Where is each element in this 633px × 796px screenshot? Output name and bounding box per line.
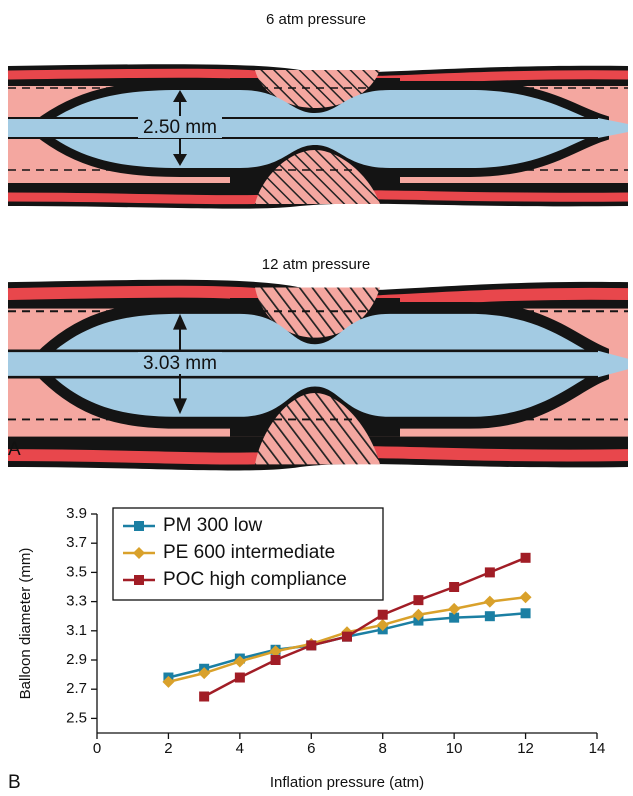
- marker: [519, 591, 532, 604]
- x-tick-label: 8: [379, 740, 387, 757]
- x-axis-label: Inflation pressure (atm): [270, 774, 424, 791]
- x-tick-label: 6: [307, 740, 315, 757]
- marker: [270, 655, 281, 665]
- legend-marker: [134, 521, 144, 531]
- marker: [449, 612, 460, 623]
- measurement: 3.03 mm: [143, 353, 217, 374]
- legend-box: [112, 507, 384, 601]
- legend-marker: [134, 575, 144, 585]
- legend-label: PM 300 low: [163, 515, 263, 536]
- marker: [449, 582, 460, 592]
- view-title: 12 atm pressure: [262, 256, 370, 273]
- marker: [198, 667, 211, 680]
- marker: [306, 640, 317, 651]
- x-tick-label: 10: [446, 740, 463, 757]
- legend-label: PE 600 intermediate: [163, 542, 335, 563]
- y-tick-label: 2.9: [66, 651, 87, 668]
- measurement: 2.50 mm: [143, 117, 217, 138]
- marker: [520, 552, 531, 563]
- marker: [484, 567, 495, 578]
- series-line: [203, 556, 527, 698]
- panel-label: B: [8, 772, 21, 793]
- marker: [162, 675, 175, 688]
- y-tick-label: 3.3: [66, 593, 87, 610]
- panel-label: A: [8, 439, 21, 460]
- x-tick-label: 4: [236, 740, 244, 757]
- x-tick-label: 0: [93, 740, 101, 757]
- y-tick-label: 2.7: [66, 680, 87, 697]
- chart: 2.5 2.7 2.9 3.1 3.3 3.5 3.7 3.9 0 2 4 6 8 10 12 14 Infla…: [17, 505, 605, 791]
- marker: [520, 608, 531, 619]
- y-tick-label: 3.7: [66, 534, 87, 551]
- marker: [448, 602, 461, 615]
- y-tick-label: 3.5: [66, 563, 87, 580]
- marker: [413, 595, 424, 606]
- diagram-a: 6 atm pressure 2.50 mm 12 atm pressure 3…: [8, 11, 628, 471]
- y-tick-label: 2.5: [66, 709, 87, 726]
- marker: [376, 618, 389, 631]
- marker: [269, 645, 282, 658]
- view-title: 6 atm pressure: [266, 11, 366, 28]
- marker: [483, 595, 496, 608]
- y-axis-label: Balloon diameter (mm): [17, 548, 34, 700]
- y-tick-label: 3.9: [66, 505, 87, 522]
- marker: [234, 672, 245, 683]
- marker: [199, 691, 210, 702]
- vessel-6atm: [8, 64, 628, 208]
- y-tick-label: 3.1: [66, 622, 87, 639]
- marker: [233, 655, 246, 668]
- x-tick-label: 14: [589, 740, 606, 757]
- vessel-12atm: [8, 280, 628, 471]
- marker: [342, 631, 352, 642]
- x-tick-label: 2: [164, 740, 172, 757]
- marker: [484, 611, 495, 622]
- marker: [377, 609, 388, 620]
- legend-label: POC high compliance: [163, 569, 347, 590]
- x-tick-label: 12: [517, 740, 534, 757]
- marker: [412, 608, 425, 621]
- legend-marker: [133, 547, 145, 559]
